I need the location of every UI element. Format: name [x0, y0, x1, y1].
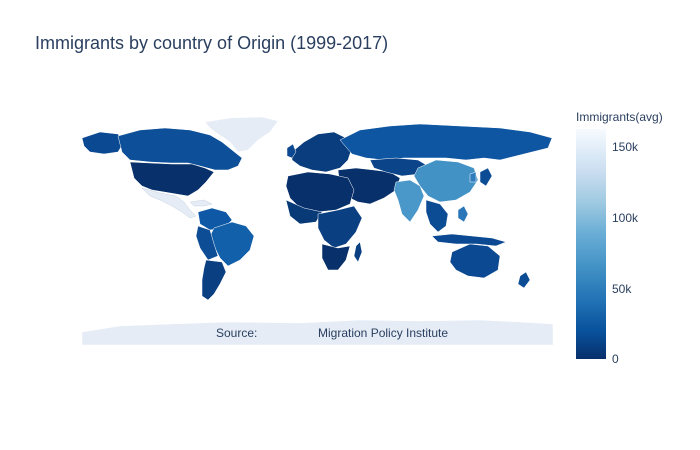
region-central-east-africa[interactable] [317, 205, 363, 249]
source-text: Migration Policy Institute [318, 326, 449, 340]
region-argentina-chile[interactable] [201, 259, 227, 301]
colorbar-title: Immigrants(avg) [576, 110, 663, 124]
colorbar-tick-150k: 150k [612, 140, 639, 154]
region-alaska[interactable] [81, 131, 125, 155]
region-north-africa[interactable] [285, 171, 355, 213]
chart-title: Immigrants by country of Origin (1999-20… [35, 33, 389, 53]
source-label: Source: [216, 326, 258, 340]
region-canada[interactable] [117, 127, 243, 171]
region-brazil[interactable] [209, 221, 255, 267]
region-japan[interactable] [479, 167, 493, 187]
region-antarctica[interactable] [81, 319, 554, 346]
region-uk[interactable] [286, 143, 297, 159]
region-caribbean[interactable] [189, 199, 213, 207]
region-southeast-asia[interactable] [425, 199, 449, 233]
colorbar-gradient [576, 129, 606, 359]
region-australia[interactable] [449, 243, 501, 279]
region-korea[interactable] [469, 171, 477, 183]
region-philippines[interactable] [457, 205, 469, 223]
region-india[interactable] [393, 179, 425, 223]
colorbar-tick-0: 0 [612, 352, 619, 366]
region-indonesia[interactable] [431, 233, 507, 247]
region-southern-africa[interactable] [321, 243, 351, 271]
region-china[interactable] [413, 159, 479, 203]
region-russia[interactable] [339, 123, 553, 161]
region-mexico[interactable] [141, 187, 197, 219]
colorbar-tick-100k: 100k [612, 211, 639, 225]
region-west-africa[interactable] [285, 199, 323, 225]
region-usa[interactable] [129, 161, 215, 197]
region-europe[interactable] [291, 131, 353, 173]
region-new-zealand[interactable] [517, 271, 531, 289]
region-peru-bolivia[interactable] [195, 225, 219, 261]
colorbar-tick-50k: 50k [612, 282, 632, 296]
region-madagascar[interactable] [353, 241, 363, 263]
region-greenland[interactable] [204, 116, 279, 153]
